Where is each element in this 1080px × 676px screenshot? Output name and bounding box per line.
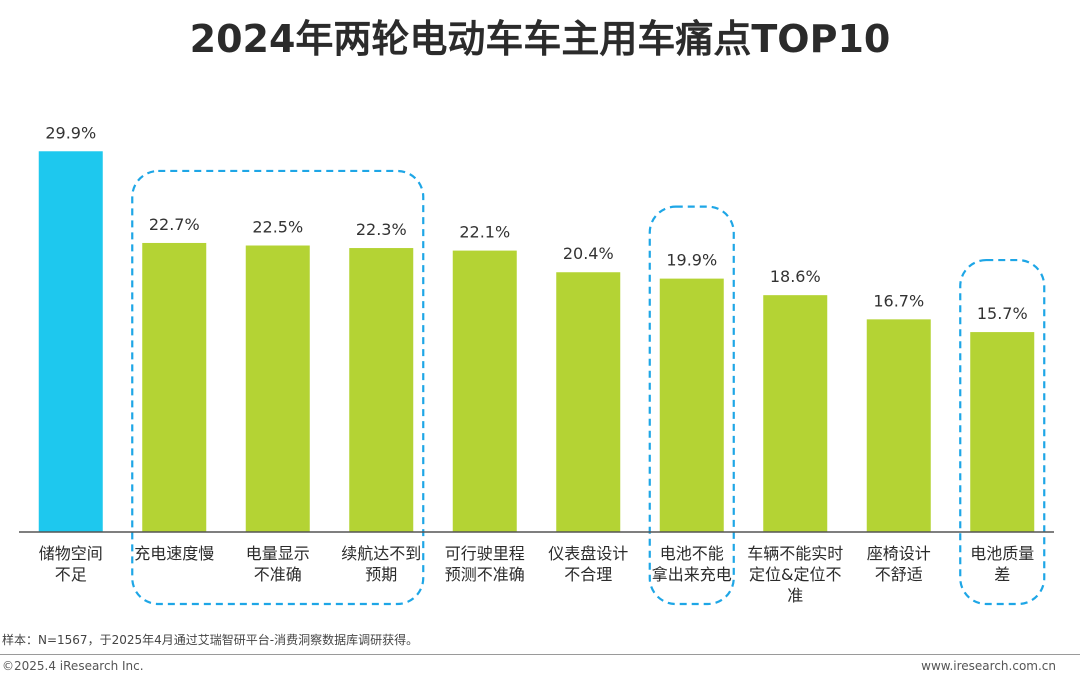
category-label: 座椅设计 [867,544,931,563]
chart-title: 2024年两轮电动车车主用车痛点TOP10 [189,17,891,61]
bar [659,278,724,532]
bar [556,272,621,532]
category-label: 充电速度慢 [134,544,214,563]
bar [142,242,207,532]
category-label: 定位&定位不 [749,565,841,584]
category-label: 准 [787,586,803,605]
value-label: 19.9% [666,251,717,270]
highlight-box-3 [959,258,1046,606]
value-label: 22.3% [356,220,407,239]
category-label: 不足 [55,565,87,584]
website-link[interactable]: www.iresearch.com.cn [921,659,1056,673]
value-label: 22.5% [252,218,303,237]
value-label: 29.9% [45,123,96,142]
category-label: 电量显示 [246,544,310,563]
category-label: 电池质量 [970,544,1034,563]
category-label: 车辆不能实时 [747,544,843,563]
footer-divider [0,654,1080,655]
value-label: 15.7% [977,304,1028,323]
value-label: 20.4% [563,244,614,263]
bar [763,295,828,532]
category-label: 可行驶里程 [445,544,525,563]
category-label: 拿出来充电 [652,565,732,584]
value-label: 22.1% [459,223,510,242]
category-label: 差 [994,565,1010,584]
copyright: ©2025.4 iResearch Inc. [2,659,144,673]
category-label: 不合理 [564,565,612,584]
highlight-box-1 [131,169,425,606]
category-label: 储物空间 [39,544,103,563]
bar [245,245,310,532]
bar [452,250,517,533]
bar [866,319,931,532]
category-label: 仪表盘设计 [548,544,628,563]
category-label: 不舒适 [875,565,923,584]
source-note: 样本：N=1567，于2025年4月通过艾瑞智研平台-消费洞察数据库调研获得。 [2,633,419,647]
value-label: 22.7% [149,215,200,234]
category-label: 预测不准确 [445,565,525,584]
category-label: 预期 [365,565,397,584]
bar [970,332,1035,532]
bar [349,248,414,532]
bar [38,151,103,533]
category-label: 电池不能 [660,544,724,563]
category-label: 不准确 [254,565,302,584]
highlight-box-2 [648,205,735,606]
value-label: 18.6% [770,267,821,286]
category-label: 续航达不到 [341,544,421,563]
value-label: 16.7% [873,291,924,310]
